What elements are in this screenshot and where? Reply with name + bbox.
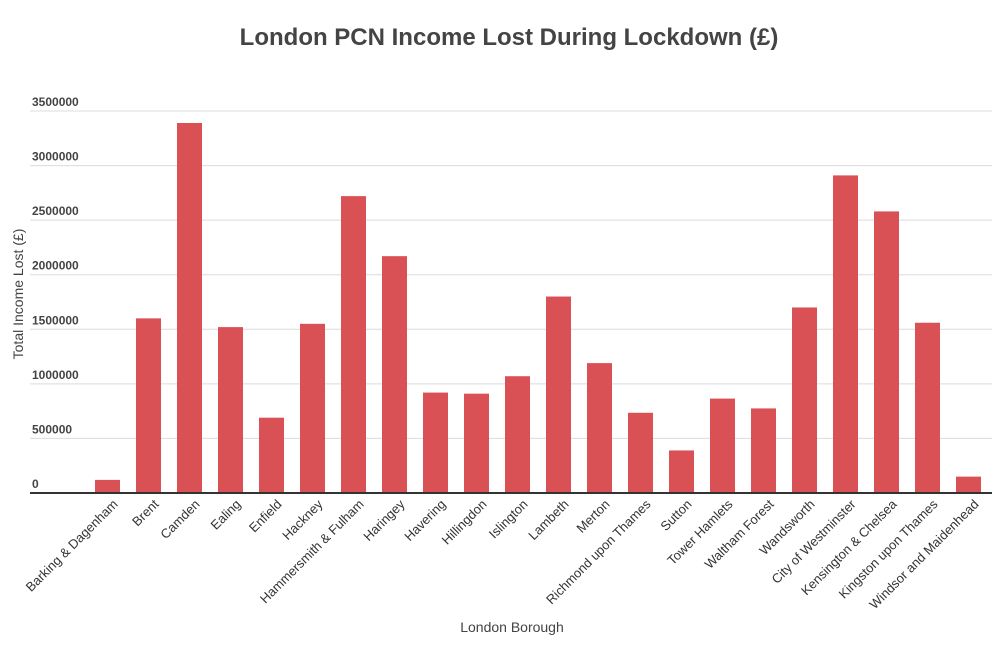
- bar: [751, 408, 776, 493]
- bar: [423, 392, 448, 493]
- chart-title: London PCN Income Lost During Lockdown (…: [240, 24, 779, 51]
- y-tick-label: 1000000: [32, 368, 79, 382]
- y-tick-label: 2000000: [32, 259, 79, 273]
- bars: [95, 123, 981, 494]
- bar: [792, 307, 817, 493]
- bar: [587, 363, 612, 493]
- x-tick-label: Merton: [573, 497, 612, 536]
- bar: [874, 211, 899, 493]
- bar: [259, 417, 284, 493]
- bar: [177, 123, 202, 494]
- y-axis-ticks: 0 500000 1000000 1500000 2000000 2500000 30000…: [32, 95, 79, 491]
- bar: [710, 398, 735, 493]
- y-tick-label: 1500000: [32, 313, 79, 327]
- bar: [464, 393, 489, 493]
- x-tick-label: Camden: [157, 497, 202, 542]
- x-tick-label: Enfield: [246, 497, 285, 536]
- bar: [505, 376, 530, 493]
- bar: [833, 175, 858, 493]
- y-tick-label: 0: [32, 477, 39, 491]
- x-tick-label: Lambeth: [525, 497, 571, 543]
- x-tick-label: Brent: [129, 496, 162, 529]
- bar: [546, 296, 571, 493]
- bar: [136, 318, 161, 493]
- x-tick-label: Barking & Dagenham: [23, 497, 121, 595]
- bar: [915, 322, 940, 493]
- bar: [341, 196, 366, 494]
- y-tick-label: 3000000: [32, 150, 79, 164]
- y-tick-label: 3500000: [32, 95, 79, 109]
- y-tick-label: 2500000: [32, 204, 79, 218]
- x-tick-label: Haringey: [360, 496, 408, 544]
- bar: [218, 327, 243, 493]
- x-tick-label: Sutton: [657, 497, 694, 534]
- bar: [300, 323, 325, 493]
- x-tick-label: Hillingdon: [439, 497, 490, 548]
- y-axis-label: Total Income Lost (£): [10, 229, 26, 360]
- x-tick-label: Islington: [486, 497, 531, 542]
- bar: [669, 450, 694, 493]
- bar: [956, 476, 981, 493]
- bar: [628, 412, 653, 493]
- bar: [95, 479, 120, 493]
- bar: [382, 256, 407, 493]
- y-tick-label: 500000: [32, 422, 72, 436]
- x-tick-label: Ealing: [207, 497, 243, 533]
- x-axis-label: London Borough: [460, 619, 564, 635]
